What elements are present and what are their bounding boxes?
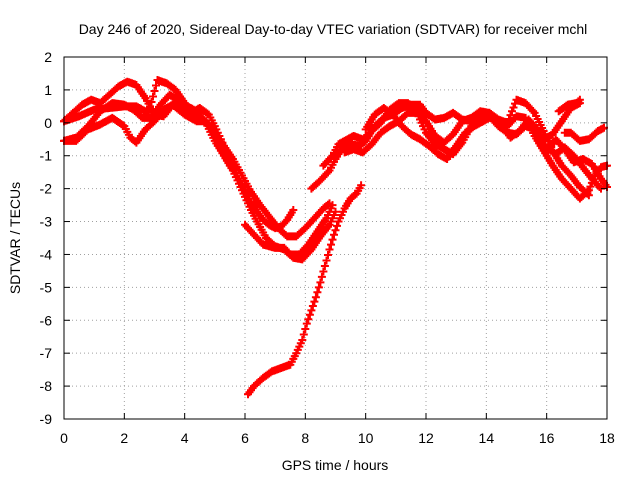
y-tick-label: -2 <box>40 181 53 197</box>
y-tick-label: -7 <box>40 345 53 361</box>
x-tick-label: 18 <box>599 430 615 446</box>
x-tick-label: 2 <box>120 430 128 446</box>
data-point-markers <box>60 100 334 241</box>
x-axis-label: GPS time / hours <box>282 457 389 473</box>
data-point-markers <box>241 201 337 259</box>
y-tick-label: 0 <box>44 115 52 131</box>
data-point-markers <box>542 135 611 191</box>
x-tick-label: 10 <box>358 430 374 446</box>
data-point-markers <box>244 181 366 399</box>
series-arc-4 <box>60 76 234 170</box>
y-tick-label: -3 <box>40 214 53 230</box>
plot-frame <box>63 56 608 420</box>
x-tick-label: 4 <box>181 430 189 446</box>
x-tick-label: 8 <box>301 430 309 446</box>
series-arc-6 <box>244 181 366 399</box>
x-tick-label: 16 <box>539 430 555 446</box>
series-arc-2 <box>60 100 334 241</box>
x-tick-label: 6 <box>241 430 249 446</box>
y-tick-label: -9 <box>40 411 53 427</box>
x-tick-label: 12 <box>418 430 434 446</box>
grid <box>64 57 607 419</box>
y-tick-label: -4 <box>40 246 53 262</box>
series-arc-5 <box>241 201 337 259</box>
data-marks <box>60 76 611 399</box>
series-arc-11 <box>554 95 584 116</box>
y-tick-label: -8 <box>40 378 53 394</box>
y-axis-label: SDTVAR / TECUs <box>7 182 23 294</box>
data-point-markers <box>554 95 584 116</box>
x-tick-label: 14 <box>479 430 495 446</box>
y-tick-label: -1 <box>40 148 53 164</box>
y-tick-label: -6 <box>40 312 53 328</box>
x-tick-label: 0 <box>60 430 68 446</box>
data-point-markers <box>60 76 234 170</box>
y-tick-label: 2 <box>44 49 52 65</box>
y-tick-label: -5 <box>40 279 53 295</box>
data-point-markers <box>560 123 608 145</box>
series-arc-13 <box>542 135 611 191</box>
series-arc-12 <box>560 123 608 145</box>
y-tick-label: 1 <box>44 82 52 98</box>
chart-title: Day 246 of 2020, Sidereal Day-to-day VTE… <box>79 21 588 37</box>
